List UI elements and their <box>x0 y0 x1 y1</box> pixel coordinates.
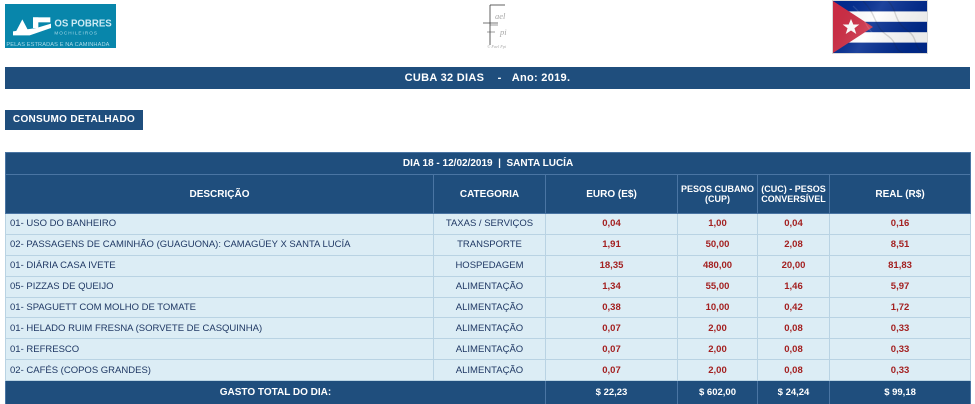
svg-text:OS POBRES: OS POBRES <box>54 19 112 30</box>
svg-text:PELAS ESTRADAS E NA CAMINHADA: PELAS ESTRADAS E NA CAMINHADA <box>6 42 109 48</box>
svg-text:MOCHILEIROS: MOCHILEIROS <box>54 31 98 36</box>
svg-text:ael: ael <box>495 11 506 21</box>
svg-text:pi: pi <box>499 27 507 37</box>
svg-text:© Fael Fpi: © Fael Fpi <box>487 44 507 49</box>
